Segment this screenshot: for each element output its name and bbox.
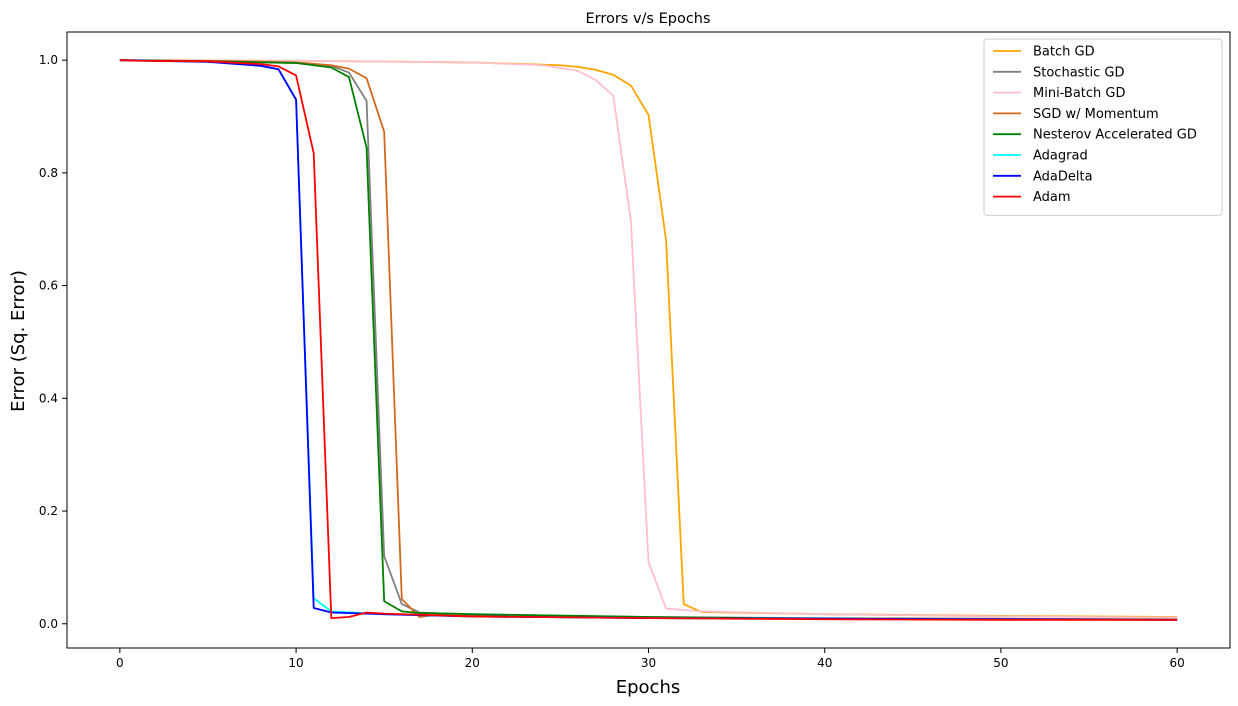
y-tick-label-2: 0.4 — [39, 391, 58, 405]
y-tick-label-0: 0.0 — [39, 617, 58, 631]
x-tick-label-2: 20 — [465, 656, 480, 670]
legend-label-7: Adam — [1033, 190, 1071, 205]
x-axis: 0 10 20 30 40 50 60 — [116, 648, 1185, 670]
series-line-2 — [119, 59, 1178, 619]
x-tick-label-4: 40 — [817, 656, 832, 670]
legend-label-1: Stochastic GD — [1033, 65, 1125, 80]
legend-label-2: Mini-Batch GD — [1033, 86, 1126, 101]
legend-label-4: Nesterov Accelerated GD — [1033, 128, 1197, 143]
legend-label-0: Batch GD — [1033, 45, 1095, 60]
x-tick-label-5: 50 — [993, 656, 1008, 670]
x-tick-label-3: 30 — [641, 656, 656, 670]
legend-label-6: AdaDelta — [1033, 169, 1093, 184]
y-tick-label-5: 1.0 — [39, 53, 58, 67]
chart-title: Errors v/s Epochs — [585, 11, 710, 27]
series-line-7 — [119, 59, 1178, 621]
legend-box — [983, 38, 1223, 216]
legend: Batch GD Stochastic GD Mini-Batch GD SGD w/… — [983, 38, 1223, 216]
x-axis-label: Epochs — [616, 677, 681, 698]
plot-lines — [119, 59, 1178, 621]
x-tick-label-0: 0 — [116, 656, 124, 670]
y-axis-label: Error (Sq. Error) — [8, 270, 29, 412]
legend-label-5: Adagrad — [1033, 149, 1088, 164]
y-axis: 0.0 0.2 0.4 0.6 0.8 1.0 — [39, 53, 67, 631]
x-tick-label-1: 10 — [288, 656, 303, 670]
x-tick-label-6: 60 — [1169, 656, 1184, 670]
y-tick-label-1: 0.2 — [39, 504, 58, 518]
legend-label-3: SGD w/ Momentum — [1033, 107, 1159, 122]
y-tick-label-3: 0.6 — [39, 279, 58, 293]
y-tick-label-4: 0.8 — [39, 166, 58, 180]
